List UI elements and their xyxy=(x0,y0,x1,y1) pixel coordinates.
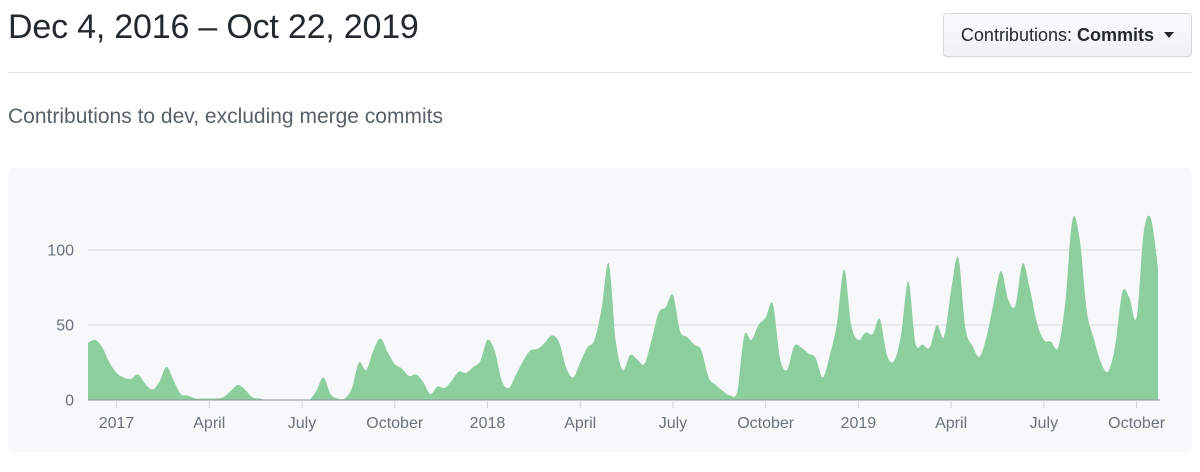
contributions-filter-button[interactable]: Contributions: Commits xyxy=(942,13,1192,57)
filter-label: Contributions: xyxy=(960,24,1072,45)
x-axis-label-october: October xyxy=(366,415,424,432)
y-axis-label-100: 100 xyxy=(47,243,74,260)
x-axis-label-2018: 2018 xyxy=(470,415,506,432)
dropdown-caret-icon xyxy=(1164,32,1174,38)
header-divider xyxy=(8,72,1192,73)
contributions-chart-card: 0 50 100 2017 April July October 2018 April July O… xyxy=(8,168,1192,452)
filter-value: Commits xyxy=(1076,24,1154,45)
contributions-area-chart[interactable]: 0 50 100 2017 April July October 2018 April July O… xyxy=(8,168,1192,452)
chart-subtitle: Contributions to dev, excluding merge co… xyxy=(8,105,443,128)
y-axis-label-0: 0 xyxy=(65,393,74,410)
x-axis-label-april: April xyxy=(564,415,596,432)
x-axis-label-july: July xyxy=(288,415,316,432)
x-axis-label-july: July xyxy=(659,415,687,432)
page-title: Dec 4, 2016 – Oct 22, 2019 xyxy=(8,8,419,46)
x-axis-label-july: July xyxy=(1030,415,1058,432)
x-axis-label-october: October xyxy=(737,415,795,432)
x-axis-label-april: April xyxy=(193,415,225,432)
area-path xyxy=(88,215,1158,400)
x-axis-label-october: October xyxy=(1108,415,1166,432)
x-axis-label-april: April xyxy=(935,415,967,432)
x-axis-label-2017: 2017 xyxy=(99,415,135,432)
y-axis-label-50: 50 xyxy=(56,318,74,335)
x-axis-label-2019: 2019 xyxy=(841,415,877,432)
